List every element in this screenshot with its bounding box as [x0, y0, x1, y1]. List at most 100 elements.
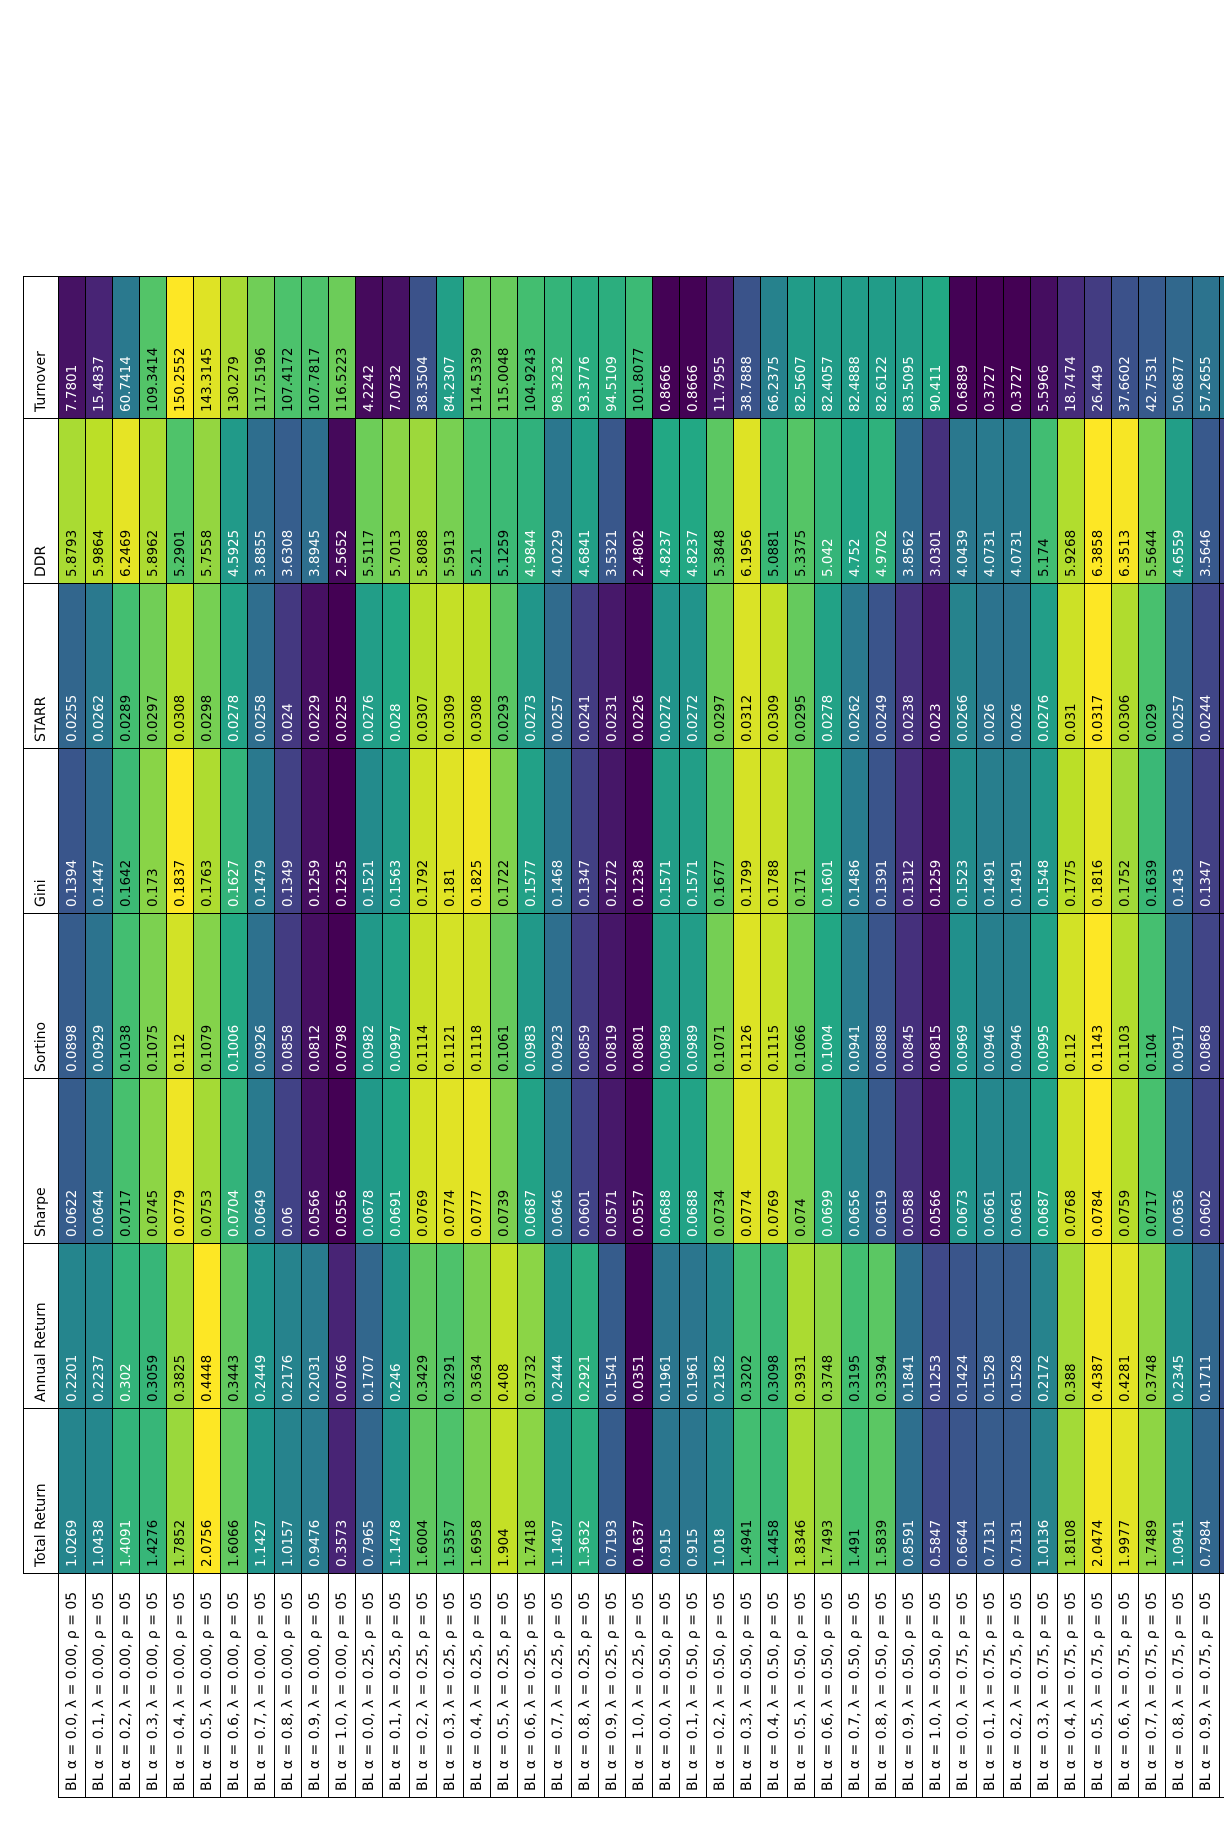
table-cell: 0.1637: [625, 1408, 653, 1574]
table-cell: 107.7817: [301, 276, 329, 419]
row-label: BL α = 0.5, λ = 0.00, ρ = 05: [193, 1573, 221, 1798]
table-cell: 0.0289: [112, 583, 140, 749]
table-cell: 1.7493: [814, 1408, 842, 1574]
table-cell: 60.7414: [112, 276, 140, 419]
table-cell: 0.0238: [895, 583, 923, 749]
table-cell: 0.1563: [382, 748, 410, 914]
table-cell: 1.1478: [382, 1408, 410, 1574]
table-cell: 0.1528: [1003, 1243, 1031, 1409]
table-row: BL α = 0.7, λ = 0.00, ρ = 05 1.1427 0.2449…: [247, 276, 275, 1798]
table-cell: 5.5117: [355, 418, 383, 584]
table-cell: 0.1601: [814, 748, 842, 914]
table-row: BL α = 0.8, λ = 0.50, ρ = 05 1.5839 0.3394…: [868, 276, 896, 1798]
table-cell: 0.0309: [436, 583, 464, 749]
table-cell: 1.8108: [1057, 1408, 1085, 1574]
table-row: BL α = 0.7, λ = 0.50, ρ = 05 1.491 0.3195 0…: [841, 276, 869, 1798]
table-cell: 6.2469: [112, 418, 140, 584]
table-cell: 4.9844: [517, 418, 545, 584]
table-cell: 0.408: [490, 1243, 518, 1409]
column-header: Gini: [23, 748, 59, 914]
table-cell: 2.5652: [328, 418, 356, 584]
table-row: BL α = 0.4, λ = 0.25, ρ = 05 1.6958 0.3634…: [463, 276, 491, 1798]
table-cell: 0.1639: [1138, 748, 1166, 914]
table-cell: 82.5607: [787, 276, 815, 419]
table-cell: 0.028: [382, 583, 410, 749]
row-label: BL α = 0.2, λ = 0.75, ρ = 05: [1003, 1573, 1031, 1798]
table-cell: 0.1347: [1192, 748, 1220, 914]
table-cell: 0.7965: [355, 1408, 383, 1574]
table-cell: 0.0819: [598, 913, 626, 1079]
table-cell: 1.904: [490, 1408, 518, 1574]
table-cell: 0.4448: [193, 1243, 221, 1409]
table-cell: 1.4276: [139, 1408, 167, 1574]
table-cell: 0.1627: [220, 748, 248, 914]
table-cell: 0.1491: [1003, 748, 1031, 914]
table-cell: 4.752: [841, 418, 869, 584]
table-cell: 0.1075: [139, 913, 167, 1079]
table-cell: 0.1038: [112, 913, 140, 1079]
table-cell: 0.112: [1057, 913, 1085, 1079]
table-cell: 0.0687: [517, 1078, 545, 1244]
table-cell: 0.0774: [733, 1078, 761, 1244]
table-cell: 5.0881: [760, 418, 788, 584]
table-cell: 0.915: [652, 1408, 680, 1574]
table-cell: 0.1677: [706, 748, 734, 914]
table-cell: 0.1642: [112, 748, 140, 914]
table-cell: 0.0586: [1219, 1078, 1224, 1244]
table-cell: 0.0257: [1165, 583, 1193, 749]
table-cell: 0.2182: [706, 1243, 734, 1409]
table-cell: 0.1118: [463, 913, 491, 1079]
table-cell: 1.7852: [166, 1408, 194, 1574]
row-label: BL α = 0.3, λ = 0.25, ρ = 05: [436, 1573, 464, 1798]
table-cell: 5.8793: [58, 418, 86, 584]
table-cell: 0.0798: [328, 913, 356, 1079]
table-cell: 0.0649: [247, 1078, 275, 1244]
table-row: BL α = 0.1, λ = 0.00, ρ = 05 1.0438 0.2237…: [85, 276, 113, 1798]
table-cell: 0.2172: [1030, 1243, 1058, 1409]
corner-cell: [24, 1574, 59, 1798]
row-label: BL α = 1.0, λ = 0.75, ρ = 05: [1219, 1573, 1224, 1798]
table-cell: 0.0571: [598, 1078, 626, 1244]
table-cell: 0.7193: [598, 1408, 626, 1574]
table-row: BL α = 0.3, λ = 0.75, ρ = 05 1.0136 0.2172…: [1030, 276, 1058, 1798]
table-row: BL α = 0.2, λ = 0.75, ρ = 05 0.7131 0.1528…: [1003, 276, 1031, 1798]
table-cell: 0.0923: [544, 913, 572, 1079]
table-cell: 5.5966: [1030, 276, 1058, 419]
table-row: BL α = 0.2, λ = 0.25, ρ = 05 1.6004 0.3429…: [409, 276, 437, 1798]
table-cell: 0.0257: [544, 583, 572, 749]
table-cell: 0.0898: [58, 913, 86, 1079]
table-cell: 0.1961: [679, 1243, 707, 1409]
table-cell: 0.029: [1138, 583, 1166, 749]
table-body: BL α = 0.0, λ = 0.00, ρ = 05 1.0269 0.2201…: [58, 276, 1224, 1798]
table-row: BL α = 0.4, λ = 0.75, ρ = 05 1.8108 0.388 0…: [1057, 276, 1085, 1798]
table-cell: 0.2345: [1165, 1243, 1193, 1409]
table-cell: 90.411: [922, 276, 950, 419]
table-cell: 0.0656: [841, 1078, 869, 1244]
table-cell: 0.1528: [976, 1243, 1004, 1409]
table-cell: 4.8237: [679, 418, 707, 584]
table-row: BL α = 0.5, λ = 0.25, ρ = 05 1.904 0.408 0.…: [490, 276, 518, 1798]
table-cell: 0.0293: [490, 583, 518, 749]
table-cell: 1.6066: [220, 1408, 248, 1574]
table-cell: 0.0678: [355, 1078, 383, 1244]
table-cell: 6.1956: [733, 418, 761, 584]
table-cell: 0.1349: [274, 748, 302, 914]
table-cell: 5.042: [814, 418, 842, 584]
table-cell: 143.3145: [193, 276, 221, 419]
table-cell: 0.074: [787, 1078, 815, 1244]
table-cell: 82.6122: [868, 276, 896, 419]
table-cell: 1.7489: [1138, 1408, 1166, 1574]
table-cell: 0.3748: [1138, 1243, 1166, 1409]
row-label: BL α = 1.0, λ = 0.25, ρ = 05: [625, 1573, 653, 1798]
table-cell: 0.0997: [382, 913, 410, 1079]
table-cell: 3.5646: [1192, 418, 1220, 584]
table-cell: 1.0269: [58, 1408, 86, 1574]
table-cell: 0.0768: [1057, 1078, 1085, 1244]
table-cell: 4.0229: [544, 418, 572, 584]
table-cell: 0.0759: [1111, 1078, 1139, 1244]
table-row: BL α = 0.1, λ = 0.50, ρ = 05 0.915 0.1961 0…: [679, 276, 707, 1798]
table-cell: 0.0646: [544, 1078, 572, 1244]
row-label: BL α = 0.1, λ = 0.00, ρ = 05: [85, 1573, 113, 1798]
table-cell: 5.9268: [1057, 418, 1085, 584]
